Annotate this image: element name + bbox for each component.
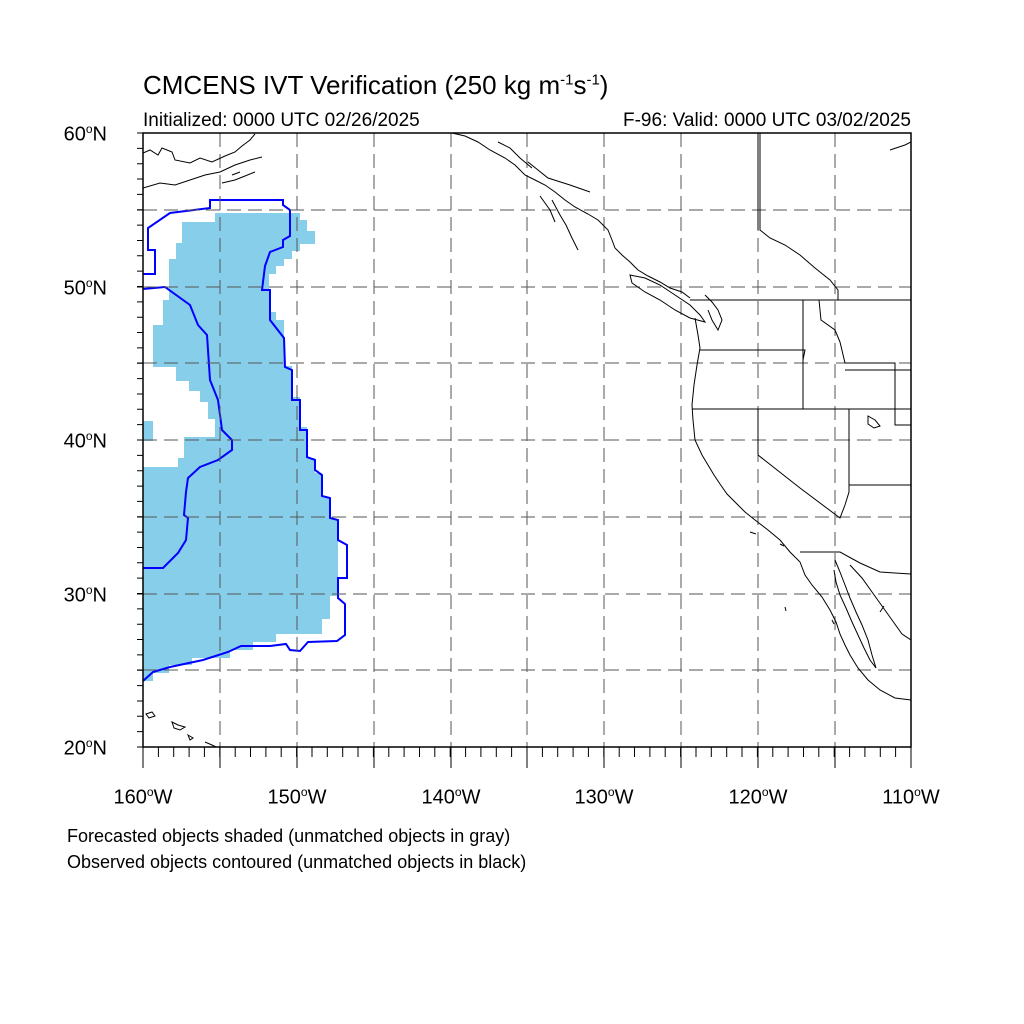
lon-label-120w: 120oW (728, 785, 788, 809)
valid-time: F-96: Valid: 0000 UTC 03/02/2025 (623, 110, 911, 131)
lon-label-110w: 110oW (882, 785, 940, 809)
lon-label-130w: 130oW (574, 785, 634, 809)
forecast-object (143, 213, 338, 681)
forecast-object-sliver (143, 421, 153, 441)
lon-label-150w: 150oW (267, 785, 327, 809)
note-forecast: Forecasted objects shaded (unmatched obj… (67, 826, 511, 846)
coastlines (143, 133, 911, 747)
lat-label-20: 20oN (63, 736, 107, 760)
plot-title: CMCENS IVT Verification (250 kg m-1s-1) (143, 70, 609, 100)
lon-label-160w: 160oW (113, 785, 173, 809)
note-observed: Observed objects contoured (unmatched ob… (67, 852, 527, 872)
lat-label-60: 60oN (63, 122, 107, 146)
initialized-time: Initialized: 0000 UTC 02/26/2025 (143, 110, 420, 131)
lat-label-30: 30oN (63, 583, 107, 607)
lat-label-50: 50oN (63, 276, 107, 300)
lat-label-40: 40oN (63, 429, 107, 453)
lon-label-140w: 140oW (421, 785, 481, 809)
axis-ticks (137, 132, 912, 768)
